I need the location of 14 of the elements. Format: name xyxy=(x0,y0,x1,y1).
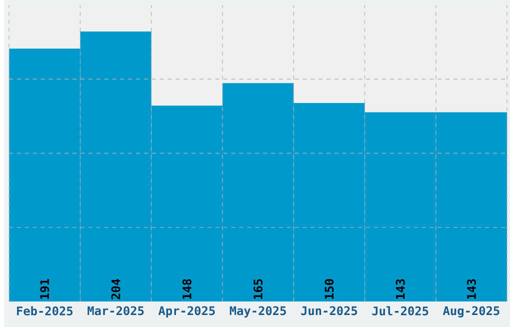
data-label: 204 xyxy=(111,278,120,300)
x-tick-label: Mar-2025 xyxy=(88,306,144,316)
x-tick-label: Apr-2025 xyxy=(158,306,215,318)
data-label: 165 xyxy=(254,279,263,299)
x-tick-label: May-2025 xyxy=(230,306,286,318)
data-label: 143 xyxy=(396,279,405,299)
x-tick-label: Aug-2025 xyxy=(442,306,500,318)
x-tick-label: Jul-2025 xyxy=(372,306,428,316)
data-label: 143 xyxy=(466,279,476,299)
x-tick-label: Jun-2025 xyxy=(301,306,358,316)
data-label: 148 xyxy=(182,279,192,299)
data-label: 191 xyxy=(40,278,50,299)
data-label: 150 xyxy=(324,279,334,299)
x-tick-label: Feb-2025 xyxy=(17,306,73,316)
